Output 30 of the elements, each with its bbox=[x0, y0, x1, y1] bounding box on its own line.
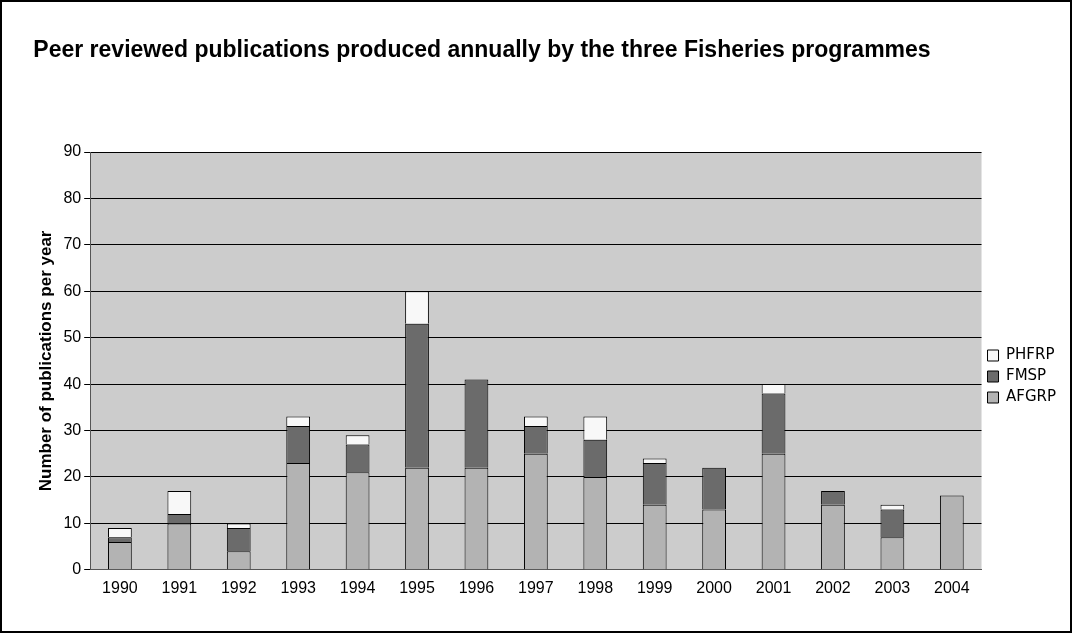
x-tick-label: 1995 bbox=[399, 578, 435, 596]
y-tick-label: 60 bbox=[63, 281, 82, 299]
x-tick-label: 1999 bbox=[636, 578, 673, 596]
x-tick-label: 1991 bbox=[161, 578, 198, 596]
y-tick-label: 50 bbox=[63, 328, 82, 346]
y-tick-label: 70 bbox=[63, 235, 82, 253]
x-tick-label: 2003 bbox=[874, 578, 911, 596]
x-tick-label: 2000 bbox=[696, 578, 733, 596]
y-tick-label: 10 bbox=[63, 513, 82, 531]
y-tick-label: 90 bbox=[63, 142, 82, 160]
y-tick-label: 30 bbox=[63, 420, 82, 438]
y-tick-label: 0 bbox=[72, 560, 82, 578]
x-tick-label: 2004 bbox=[934, 578, 970, 596]
x-tick-label: 2002 bbox=[815, 578, 851, 596]
legend-label: PHFRP bbox=[1006, 345, 1055, 364]
y-axis-title: Number of publications per year bbox=[35, 230, 55, 492]
chart-title: Peer reviewed publications produced annually by the three Fisheries programmes bbox=[32, 35, 932, 64]
x-tick-label: 1993 bbox=[280, 578, 317, 596]
x-tick-label: 1996 bbox=[458, 578, 495, 596]
x-tick-label: 1998 bbox=[577, 578, 614, 596]
y-tick-label: 40 bbox=[63, 374, 82, 392]
x-tick-label: 1994 bbox=[339, 578, 376, 596]
x-tick-label: 1990 bbox=[102, 578, 138, 596]
legend-label: AFGRP bbox=[1006, 387, 1056, 406]
y-tick-label: 80 bbox=[63, 188, 82, 206]
legend-label: FMSP bbox=[1006, 366, 1047, 385]
x-tick-label: 1992 bbox=[220, 578, 257, 596]
x-tick-label: 1997 bbox=[518, 578, 554, 596]
x-tick-label: 2001 bbox=[755, 578, 792, 596]
y-tick-label: 20 bbox=[63, 467, 82, 485]
